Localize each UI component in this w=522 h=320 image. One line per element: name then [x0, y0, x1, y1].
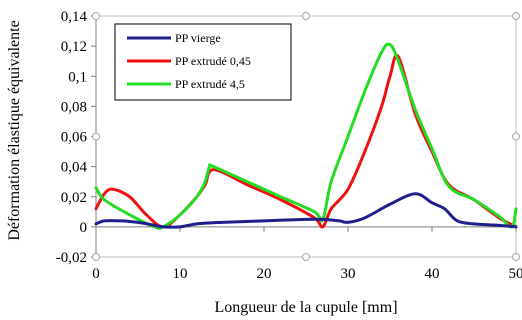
legend-label: PP vierge [175, 31, 221, 45]
series-line-pp-vierge [94, 192, 518, 229]
x-tick-label: 40 [425, 266, 440, 282]
legend-label: PP extrudé 0,45 [175, 54, 251, 68]
x-tick-label: 50 [509, 266, 522, 282]
legend-label: PP extrudé 4,5 [175, 77, 245, 91]
resize-handle[interactable] [512, 12, 520, 20]
x-tick-label: 30 [341, 266, 356, 282]
resize-handle[interactable] [92, 253, 100, 261]
y-tick-label: 0,02 [61, 190, 87, 206]
y-tick-label: 0,06 [61, 130, 88, 146]
x-tick-label: 20 [257, 266, 272, 282]
y-tick-label: 0,14 [61, 9, 88, 25]
y-tick-label: 0,12 [61, 39, 87, 55]
y-tick-label: 0 [80, 220, 88, 236]
y-tick-label: 0,1 [68, 69, 87, 85]
resize-handle[interactable] [512, 132, 520, 141]
resize-handle[interactable] [512, 253, 520, 261]
x-tick-label: 10 [173, 266, 188, 282]
y-tick-label: 0,08 [61, 99, 87, 115]
resize-handle[interactable] [302, 253, 310, 261]
y-tick-label: 0,04 [61, 160, 88, 176]
y-axis-title: Déformation élastique équivalente [6, 20, 23, 240]
resize-handle[interactable] [92, 132, 100, 141]
x-tick-label: 0 [92, 266, 100, 282]
resize-handle[interactable] [302, 12, 310, 20]
resize-handle[interactable] [92, 12, 100, 20]
y-tick-label: -0,02 [56, 250, 87, 266]
x-axis-title: Longueur de la cupule [mm] [214, 299, 397, 316]
